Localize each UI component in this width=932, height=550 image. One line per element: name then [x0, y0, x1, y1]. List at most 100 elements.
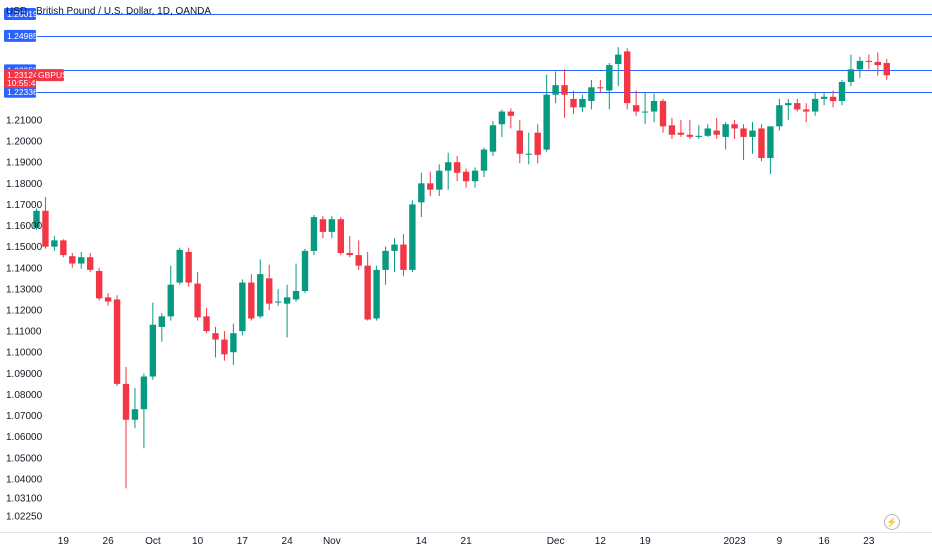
chart-title: British Pound / U.S. Dollar, 1D, OANDA [36, 6, 211, 17]
y-tick-label: 1.18000 [6, 179, 43, 190]
candle-body [624, 51, 631, 104]
candle-body [570, 98, 577, 108]
candle [695, 125, 702, 139]
bolt-icon[interactable]: ⚡ [884, 514, 900, 530]
candle [847, 54, 855, 87]
candle [722, 122, 729, 150]
candle-body [865, 60, 873, 62]
candle [498, 109, 506, 137]
candle-body [579, 98, 586, 108]
candle-body [462, 171, 470, 182]
candle [104, 293, 112, 306]
candle [355, 240, 362, 270]
candle-body [337, 219, 344, 253]
candle [51, 236, 58, 251]
candle-body [436, 170, 443, 190]
candle-body [498, 111, 506, 125]
x-tick-label: 16 [819, 536, 831, 547]
candle-body [131, 409, 139, 420]
line-price-tag-bg [4, 8, 36, 21]
candle [239, 279, 246, 336]
candle [257, 259, 264, 319]
candle-body [346, 253, 353, 256]
candle [794, 98, 801, 112]
x-tick-label: 21 [461, 536, 473, 547]
candle [266, 264, 273, 310]
candle-body [758, 128, 765, 158]
candle [158, 313, 165, 342]
candle [310, 215, 318, 256]
symbol-tag-label: GBPUSD [38, 70, 74, 80]
candle-body [373, 269, 380, 319]
candle-body [525, 153, 532, 155]
candle-body [749, 130, 756, 137]
candle [803, 103, 810, 123]
candle [185, 247, 192, 287]
candle [525, 132, 532, 165]
current-price-label: 1.23124 [7, 70, 38, 80]
candle [758, 124, 765, 162]
candle-body [883, 63, 890, 76]
candle-body [355, 255, 362, 266]
x-tick-label: Oct [145, 536, 161, 547]
candle [418, 172, 425, 218]
candle [69, 253, 76, 268]
candle [507, 108, 515, 129]
y-tick-label: 1.03100 [6, 493, 43, 504]
x-tick-label: Nov [323, 536, 341, 547]
y-tick-label: 1.14000 [6, 263, 43, 274]
candle [516, 120, 523, 164]
candle [176, 247, 183, 285]
candle-body [69, 256, 76, 264]
symbol-tag-bg [36, 69, 64, 82]
x-tick-label: 24 [282, 536, 294, 547]
candle [221, 331, 228, 361]
line-price-tag-bg [4, 29, 36, 42]
y-tick-label: 1.08000 [6, 390, 43, 401]
candle-body [489, 125, 497, 152]
candle [883, 58, 890, 80]
candle [337, 217, 344, 256]
candle-body [632, 105, 640, 112]
candle-body [480, 149, 488, 171]
x-tick-label: 14 [416, 536, 428, 547]
line-price-tag-label: 1.24985 [7, 31, 38, 41]
candle-body [230, 333, 237, 353]
candle [203, 307, 210, 334]
candle-body [507, 111, 515, 116]
candle [436, 164, 443, 196]
candle [489, 121, 497, 156]
x-tick-label: 23 [863, 536, 875, 547]
candle [767, 126, 774, 174]
candle [480, 147, 488, 177]
candle-body [731, 124, 738, 129]
candle-body [391, 244, 398, 251]
candle-body [283, 297, 291, 304]
currency-label: USD [6, 6, 27, 17]
candle [668, 117, 676, 139]
candle [60, 239, 67, 258]
candle-body [328, 219, 336, 232]
candle [248, 274, 255, 321]
candle [820, 92, 828, 106]
candle-body [113, 299, 121, 384]
x-tick-label: 26 [103, 536, 115, 547]
candle [838, 79, 846, 106]
candle-body [409, 204, 416, 270]
candle-body [767, 126, 774, 158]
candle-body [78, 257, 85, 264]
candle-body [659, 101, 667, 127]
candle-body [104, 297, 112, 302]
candle [731, 120, 738, 139]
y-tick-label: 1.07000 [6, 411, 43, 422]
candle [319, 216, 327, 239]
candle-body [803, 109, 810, 112]
x-tick-label: 19 [640, 536, 652, 547]
candle-body [364, 265, 371, 320]
candle [543, 74, 550, 152]
candle [659, 98, 667, 133]
candle-body [445, 162, 452, 171]
candle [409, 200, 416, 272]
candle-body [552, 85, 559, 95]
